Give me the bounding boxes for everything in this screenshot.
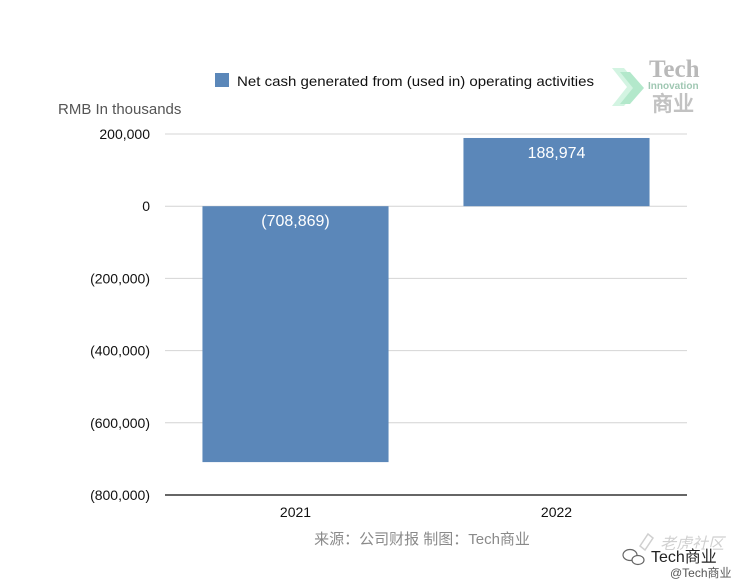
bottom-watermark: 老虎社区 Tech商业 @Tech商业 bbox=[622, 532, 733, 581]
legend-swatch bbox=[215, 73, 229, 87]
y-tick-label: (800,000) bbox=[90, 487, 150, 503]
logo-chevron-front-icon bbox=[620, 72, 644, 104]
data-label-2022: 188,974 bbox=[528, 145, 586, 162]
watermark-account: Tech商业 bbox=[651, 548, 717, 566]
legend-entry-label: Net cash generated from (used in) operat… bbox=[237, 73, 594, 89]
y-tick-label: (200,000) bbox=[90, 270, 150, 286]
x-tick-label-2022: 2022 bbox=[541, 504, 572, 520]
data-label-2021: (708,869) bbox=[261, 213, 330, 230]
brand-logo: Tech Innovation 商业 bbox=[612, 56, 700, 116]
watermark-community: 老虎社区 bbox=[660, 534, 726, 553]
y-tick-labels: 200,000 0 (200,000) (400,000) (600,000) (800,… bbox=[90, 126, 150, 503]
wechat-icon bbox=[622, 548, 645, 566]
y-axis-label: RMB In thousands bbox=[58, 101, 181, 118]
bars bbox=[202, 137, 650, 463]
logo-subtitle: Innovation bbox=[648, 81, 699, 92]
y-tick-label: 0 bbox=[142, 198, 150, 214]
logo-cn: 商业 bbox=[652, 92, 694, 116]
y-tick-label: (600,000) bbox=[90, 415, 150, 431]
legend: Net cash generated from (used in) operat… bbox=[215, 73, 594, 89]
watermark-handle: @Tech商业 bbox=[670, 565, 732, 580]
logo-title: Tech bbox=[649, 56, 700, 83]
community-logo-icon bbox=[638, 532, 655, 552]
bar-2022 bbox=[463, 137, 650, 207]
source-note: 来源：公司财报 制图：Tech商业 bbox=[314, 531, 530, 548]
bar-2021 bbox=[202, 206, 389, 463]
y-tick-label: (400,000) bbox=[90, 343, 150, 359]
x-tick-label-2021: 2021 bbox=[280, 504, 311, 520]
bar-labels: (708,869) 2021 188,974 2022 bbox=[261, 145, 585, 520]
y-tick-label: 200,000 bbox=[99, 126, 150, 142]
